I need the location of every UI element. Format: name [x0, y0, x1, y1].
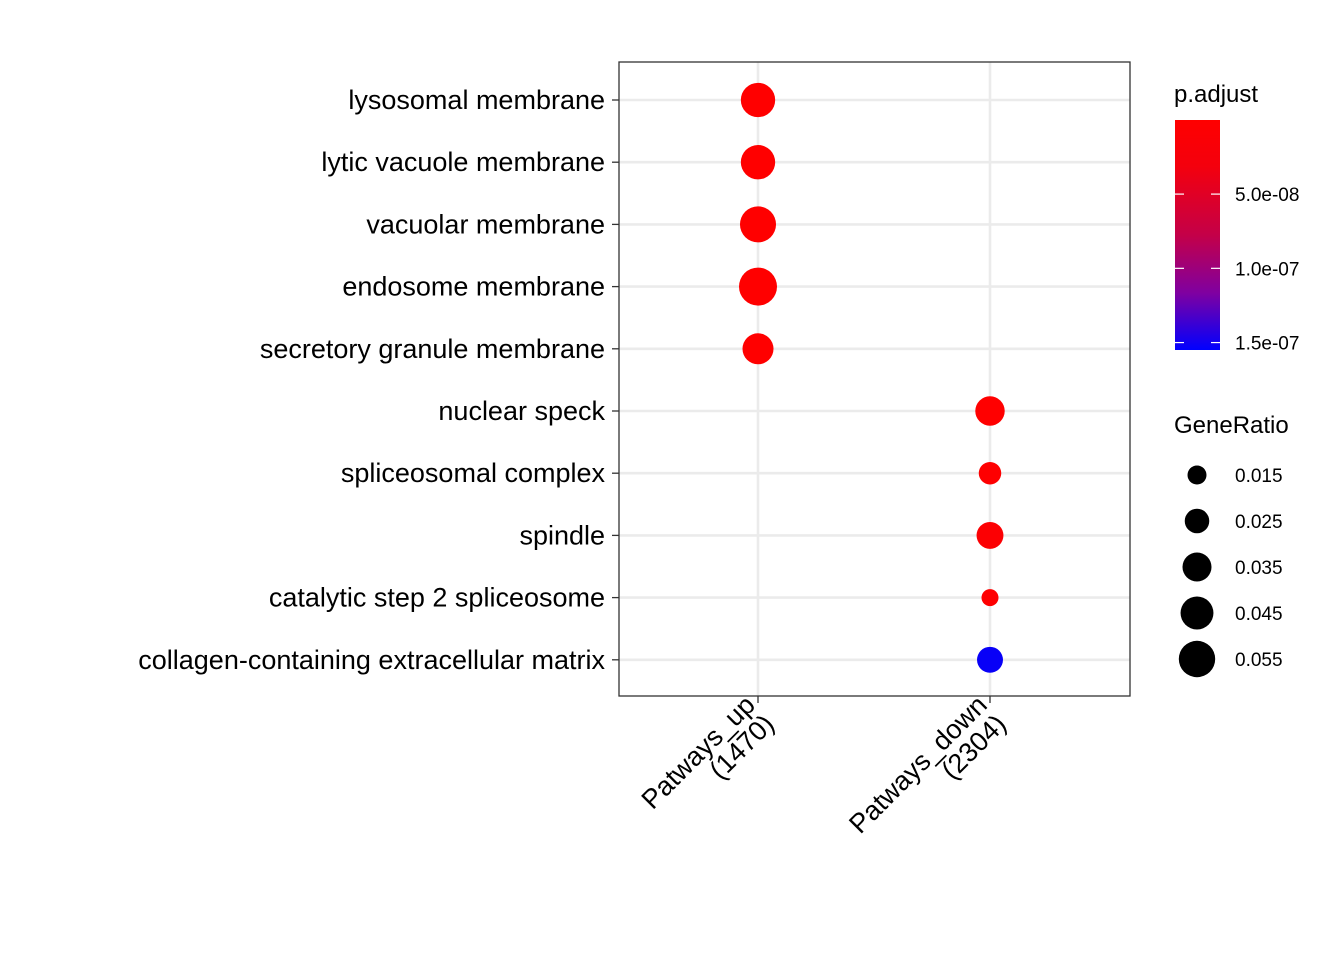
y-tick-label: spindle: [519, 520, 605, 550]
colorbar-tick-label: 1.0e-07: [1235, 259, 1299, 280]
data-point: [977, 646, 1003, 673]
y-tick-label: lytic vacuole membrane: [321, 147, 605, 177]
size-legend-label: 0.025: [1235, 512, 1283, 533]
size-legend-dot: [1182, 552, 1212, 582]
plot-panel-border: [618, 61, 1131, 697]
data-point: [742, 333, 774, 365]
size-legend-label: 0.045: [1235, 604, 1283, 625]
data-point: [975, 396, 1005, 426]
x-tick-label: Patways_up(1470): [636, 690, 780, 834]
y-tick-label: collagen-containing extracellular matrix: [138, 645, 605, 675]
p-adjust-legend: p.adjust 5.0e-08 1.0e-07 1.5e-07: [1174, 81, 1299, 355]
gene-ratio-legend: GeneRatio 0.015 0.025 0.035 0.045 0.055: [1174, 412, 1289, 678]
size-legend-label: 0.035: [1235, 558, 1283, 579]
y-axis: lysosomal membrane lytic vacuole membrane…: [138, 85, 619, 675]
y-tick-label: vacuolar membrane: [366, 209, 605, 239]
data-point: [739, 206, 777, 243]
data-point: [739, 267, 777, 306]
plot-panel: [619, 62, 1130, 696]
size-legend-dot: [1178, 640, 1216, 678]
x-tick-label: Patways_down(2304): [843, 690, 1012, 859]
data-points: [739, 82, 1005, 673]
y-tick-label: endosome membrane: [342, 272, 605, 302]
colorbar-tick-label: 1.5e-07: [1235, 334, 1299, 355]
data-point: [976, 521, 1004, 549]
y-tick-label: lysosomal membrane: [348, 85, 605, 115]
size-legend-label: 0.055: [1235, 650, 1283, 671]
data-point: [978, 461, 1002, 485]
gene-ratio-legend-title: GeneRatio: [1174, 412, 1289, 439]
data-point: [740, 82, 776, 118]
y-tick-label: secretory granule membrane: [260, 334, 605, 364]
size-legend-dot: [1184, 508, 1210, 534]
size-legend-dot: [1180, 596, 1214, 630]
data-point: [981, 589, 999, 607]
size-legend-label: 0.015: [1235, 466, 1283, 487]
y-tick-label: nuclear speck: [438, 396, 605, 426]
p-adjust-colorbar: [1175, 120, 1220, 350]
colorbar-tick-label: 5.0e-08: [1235, 185, 1299, 206]
x-axis: Patways_up(1470) Patways_down(2304): [636, 690, 1012, 859]
size-legend-dot: [1187, 465, 1207, 485]
y-tick-label: catalytic step 2 spliceosome: [269, 583, 605, 613]
data-point: [740, 145, 776, 180]
y-tick-label: spliceosomal complex: [341, 458, 606, 488]
p-adjust-legend-title: p.adjust: [1174, 81, 1258, 108]
